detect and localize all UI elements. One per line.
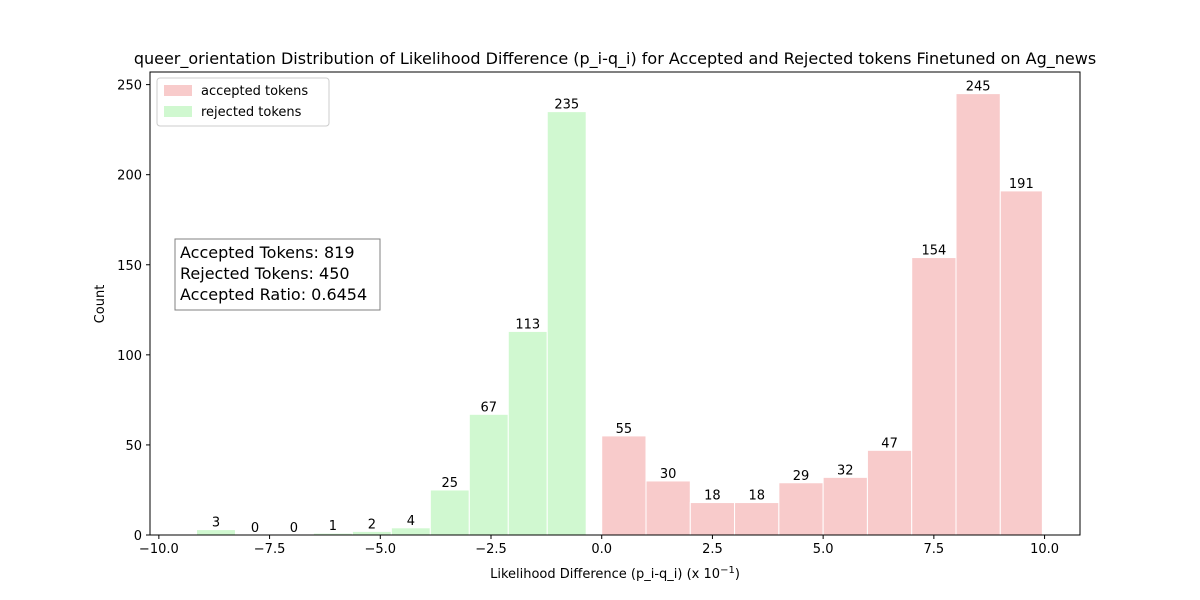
plot-frame xyxy=(149,71,1081,536)
bar-rejected-8 xyxy=(507,330,548,536)
bar-accepted-3 xyxy=(734,502,780,536)
legend-label-accepted: accepted tokens xyxy=(201,84,308,99)
y-tick-label: 50 xyxy=(125,439,142,454)
bar-label-rejected-1: 0 xyxy=(251,521,259,536)
bar-label-accepted-5: 32 xyxy=(837,463,854,478)
stats-box: Accepted Tokens: 819 Rejected Tokens: 45… xyxy=(174,238,381,311)
bar-label-accepted-1: 30 xyxy=(660,467,677,482)
legend-box xyxy=(156,77,330,127)
x-axis-label-exponent: −1 xyxy=(720,565,735,576)
bar-label-rejected-7: 67 xyxy=(481,400,498,415)
bar-label-accepted-7: 154 xyxy=(921,244,946,259)
bar-label-accepted-3: 18 xyxy=(748,489,765,504)
bar-accepted-1 xyxy=(645,480,691,536)
bar-label-rejected-9: 235 xyxy=(554,98,579,113)
bar-label-rejected-6: 25 xyxy=(442,476,459,491)
bar-accepted-7 xyxy=(911,257,957,536)
legend-label-rejected: rejected tokens xyxy=(201,105,302,120)
y-tick-label: 200 xyxy=(117,169,142,184)
bars-layer xyxy=(196,93,1043,536)
bar-accepted-0 xyxy=(601,435,647,536)
bar-label-accepted-2: 18 xyxy=(704,489,721,504)
legend-swatch-rejected xyxy=(164,106,192,117)
stats-rejected-tokens: Rejected Tokens: 450 xyxy=(180,264,350,283)
bar-label-rejected-8: 113 xyxy=(515,317,540,332)
x-tick-label: −2.5 xyxy=(475,542,507,557)
bar-rejected-9 xyxy=(546,111,587,536)
x-axis-ticks: −10.0 −7.5 −5.0 −2.5 0.0 2.5 5.0 7.5 10.0 xyxy=(139,535,1059,557)
y-tick-label: 250 xyxy=(117,79,142,94)
bar-accepted-2 xyxy=(689,502,736,536)
legend-swatch-accepted xyxy=(164,85,192,96)
y-axis-label: Count xyxy=(93,285,108,324)
x-tick-label: −10.0 xyxy=(139,542,179,557)
x-tick-label: −7.5 xyxy=(254,542,286,557)
bar-rejected-7 xyxy=(468,413,509,536)
y-tick-label: 150 xyxy=(117,259,142,274)
x-tick-label: 2.5 xyxy=(702,542,723,557)
bar-accepted-4 xyxy=(778,482,824,536)
chart-title: queer_orientation Distribution of Likeli… xyxy=(134,49,1096,69)
bar-label-rejected-2: 0 xyxy=(290,521,298,536)
bar-accepted-6 xyxy=(866,449,913,536)
x-axis-label: Likelihood Difference (p_i-q_i) (x 10−1) xyxy=(490,565,740,582)
bar-label-rejected-4: 2 xyxy=(368,517,376,532)
stats-accepted-tokens: Accepted Tokens: 819 xyxy=(180,243,355,262)
y-axis-ticks: 0 50 100 150 200 250 xyxy=(117,79,150,544)
bar-accepted-8 xyxy=(955,93,1001,536)
bar-accepted-5 xyxy=(822,476,868,536)
stats-box-frame xyxy=(174,238,381,311)
bar-label-accepted-9: 191 xyxy=(1009,177,1034,192)
bar-label-accepted-8: 245 xyxy=(966,80,991,95)
bar-label-accepted-4: 29 xyxy=(793,469,810,484)
bar-label-accepted-0: 55 xyxy=(616,422,633,437)
bar-accepted-9 xyxy=(999,190,1043,536)
bar-label-rejected-3: 1 xyxy=(329,519,337,534)
x-tick-label: 5.0 xyxy=(813,542,834,557)
x-tick-label: 0.0 xyxy=(591,542,612,557)
bar-rejected-6 xyxy=(429,489,470,536)
x-tick-label: −5.0 xyxy=(364,542,396,557)
x-tick-label: 10.0 xyxy=(1030,542,1059,557)
x-tick-label: 7.5 xyxy=(924,542,945,557)
bar-rejected-5 xyxy=(390,527,431,536)
bar-label-rejected-0: 3 xyxy=(212,516,220,531)
bar-label-rejected-5: 4 xyxy=(407,514,415,529)
y-tick-label: 100 xyxy=(117,349,142,364)
legend: accepted tokens rejected tokens xyxy=(156,77,330,127)
stats-accepted-ratio: Accepted Ratio: 0.6454 xyxy=(180,285,367,304)
bar-label-accepted-6: 47 xyxy=(881,436,898,451)
y-tick-label: 0 xyxy=(134,529,142,544)
